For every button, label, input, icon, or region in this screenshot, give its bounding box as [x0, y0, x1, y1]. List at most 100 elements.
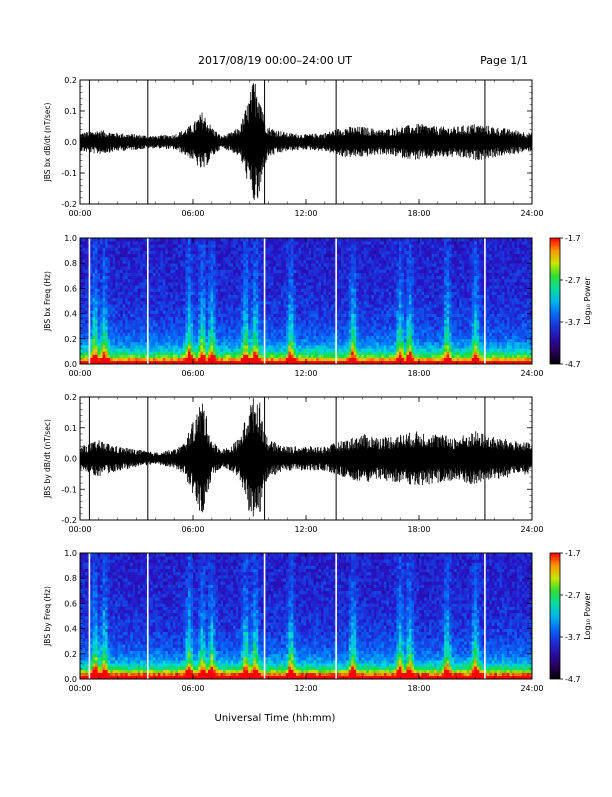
spectrogram-cell — [303, 254, 306, 257]
spectrogram-cell — [95, 288, 98, 291]
spectrogram-cell — [369, 336, 372, 339]
spectrogram-cell — [326, 292, 329, 295]
spectrogram-cell — [208, 336, 211, 339]
spectrogram-cell — [128, 292, 131, 295]
spectrogram-cell — [359, 276, 362, 279]
spectrogram-cell — [196, 301, 199, 304]
spectrogram-cell — [238, 351, 241, 354]
spectrogram-cell — [278, 254, 281, 257]
spectrogram-cell — [316, 266, 319, 269]
spectrogram-cell — [361, 276, 364, 279]
spectrogram-cell — [359, 241, 362, 244]
spectrogram-cell — [190, 251, 193, 254]
spectrogram-cell — [253, 247, 256, 250]
spectrogram-cell — [306, 317, 309, 320]
spectrogram-cell — [346, 342, 349, 345]
spectrogram-cell — [165, 266, 168, 269]
spectrogram-cell — [283, 298, 286, 301]
spectrogram-cell — [251, 260, 254, 263]
spectrogram-cell — [236, 257, 239, 260]
spectrogram-cell — [108, 263, 111, 266]
spectrogram-cell — [98, 351, 101, 354]
spectrogram-cell — [113, 298, 116, 301]
spectrogram-cell — [218, 285, 221, 288]
spectrogram-cell — [238, 339, 241, 342]
spectrogram-cell — [105, 301, 108, 304]
spectrogram-cell — [190, 336, 193, 339]
spectrogram-cell — [366, 282, 369, 285]
spectrogram-cell — [268, 329, 271, 332]
spectrogram-cell — [103, 323, 106, 326]
spectrogram-cell — [288, 285, 291, 288]
spectrogram-cell — [140, 279, 143, 282]
spectrogram-cell — [309, 244, 312, 247]
spectrogram-cell — [293, 333, 296, 336]
spectrogram-cell — [366, 288, 369, 291]
spectrogram-cell — [298, 270, 301, 273]
spectrogram-cell — [311, 326, 314, 329]
spectrogram-cell — [231, 298, 234, 301]
spectrogram-cell — [168, 251, 171, 254]
spectrogram-cell — [108, 241, 111, 244]
spectrogram-cell — [165, 282, 168, 285]
spectrogram-cell — [331, 339, 334, 342]
spectrogram-cell — [314, 251, 317, 254]
spectrogram-cell — [208, 295, 211, 298]
spectrogram-cell — [180, 279, 183, 282]
spectrogram-cell — [309, 333, 312, 336]
spectrogram-cell — [178, 288, 181, 291]
spectrogram-cell — [298, 355, 301, 358]
spectrogram-cell — [133, 266, 136, 269]
spectrogram-cell — [238, 329, 241, 332]
spectrogram-cell — [188, 238, 191, 241]
spectrogram-cell — [90, 336, 93, 339]
spectrogram-cell — [268, 323, 271, 326]
spectrogram-cell — [354, 355, 357, 358]
spectrogram-cell — [329, 329, 332, 332]
spectrogram-cell — [168, 292, 171, 295]
spectrogram-cell — [178, 329, 181, 332]
spectrogram-cell — [296, 266, 299, 269]
spectrogram-cell — [278, 244, 281, 247]
spectrogram-cell — [238, 323, 241, 326]
spectrogram-cell — [278, 276, 281, 279]
spectrogram-cell — [366, 304, 369, 307]
spectrogram-cell — [133, 314, 136, 317]
spectrogram-cell — [309, 301, 312, 304]
spectrogram-cell — [160, 279, 163, 282]
spectrogram-cell — [286, 260, 289, 263]
spectrogram-cell — [281, 301, 284, 304]
spectrogram-cell — [135, 263, 138, 266]
spectrogram-cell — [381, 254, 384, 257]
spectrogram-cell — [158, 301, 161, 304]
spectrogram-cell — [158, 241, 161, 244]
spectrogram-cell — [303, 326, 306, 329]
spectrogram-cell — [276, 263, 279, 266]
spectrogram-cell — [201, 358, 204, 361]
spectrogram-cell — [303, 270, 306, 273]
spectrogram-cell — [271, 339, 274, 342]
spectrogram-cell — [356, 351, 359, 354]
spectrogram-cell — [203, 304, 206, 307]
spectrogram-cell — [253, 333, 256, 336]
spectrogram-cell — [85, 355, 88, 358]
spectrogram-cell — [170, 247, 173, 250]
spectrogram-cell — [369, 342, 372, 345]
spectrogram-cell — [185, 279, 188, 282]
spectrogram-cell — [248, 282, 251, 285]
spectrogram-cell — [301, 288, 304, 291]
spectrogram-cell — [241, 355, 244, 358]
spectrogram-cell — [374, 326, 377, 329]
spectrogram-cell — [236, 260, 239, 263]
spectrogram-cell — [331, 307, 334, 310]
spectrogram-cell — [198, 317, 201, 320]
spectrogram-cell — [135, 251, 138, 254]
spectrogram-cell — [288, 254, 291, 257]
spectrogram-cell — [105, 298, 108, 301]
spectrogram-cell — [135, 301, 138, 304]
spectrogram-cell — [85, 263, 88, 266]
spectrogram-cell — [366, 314, 369, 317]
spectrogram-cell — [140, 285, 143, 288]
spectrogram-cell — [278, 260, 281, 263]
spectrogram-cell — [155, 285, 158, 288]
